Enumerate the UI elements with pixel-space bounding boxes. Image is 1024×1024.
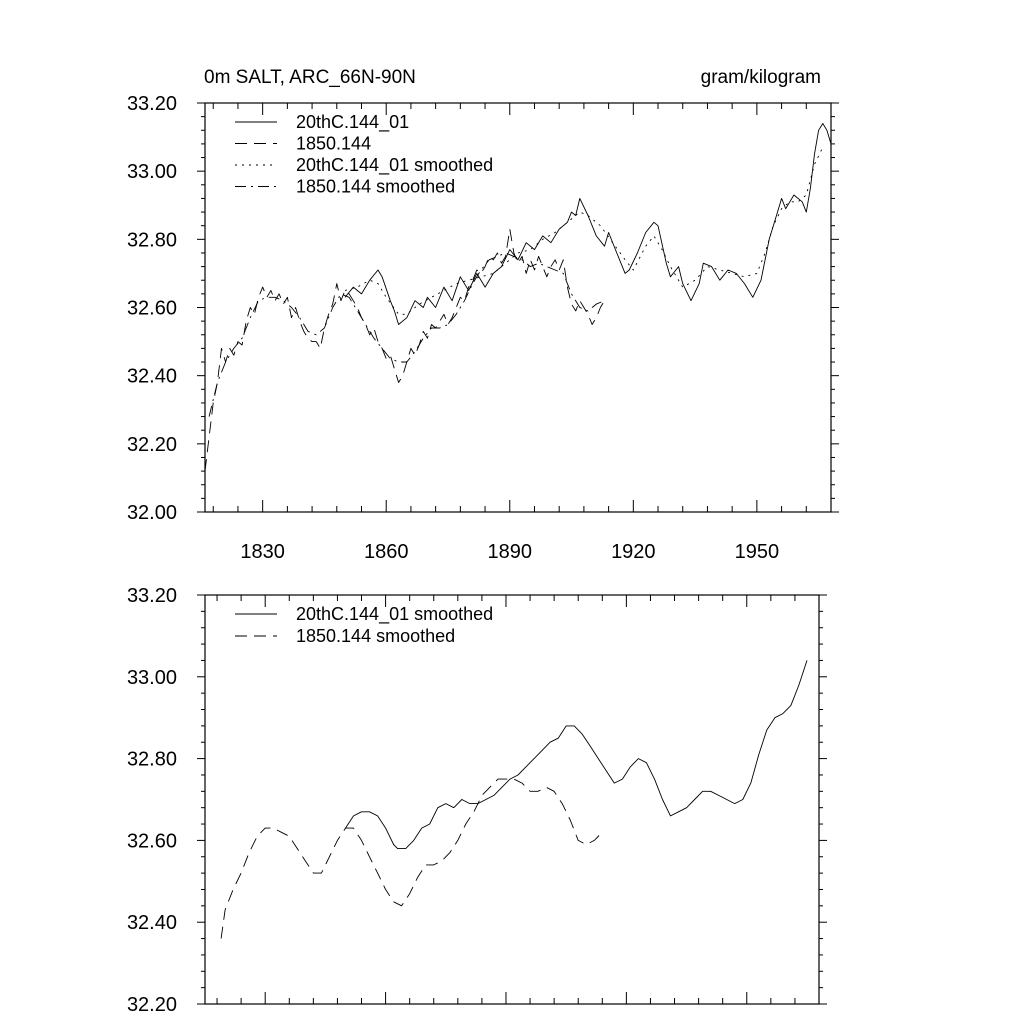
x-tick-label: 1830 — [240, 541, 285, 563]
y-tick-label: 33.00 — [127, 161, 177, 183]
top-panel-title: 0m SALT, ARC_66N-90N — [204, 67, 416, 88]
top-panel-series — [204, 123, 832, 472]
x-tick-label: 1890 — [488, 541, 533, 563]
y-tick-label: 32.20 — [127, 434, 177, 456]
bottom-panel-axes: 32.20 32.40 32.60 32.80 33.00 33.20 — [127, 585, 827, 1016]
top-panel-frame — [204, 102, 832, 513]
top-panel-units: gram/kilogram — [701, 67, 821, 88]
x-tick-label: 1920 — [611, 541, 656, 563]
bottom-panel-series — [220, 660, 808, 939]
y-tick-label: 32.80 — [127, 229, 177, 251]
y-tick-label: 32.80 — [127, 749, 177, 771]
y-tick-label: 33.20 — [127, 585, 177, 607]
legend-label: 20thC.144_01 smoothed — [296, 155, 493, 176]
y-tick-label: 33.20 — [127, 93, 177, 115]
y-tick-label: 32.60 — [127, 298, 177, 320]
bottom-panel: 32.20 32.40 32.60 32.80 33.00 33.20 20thC.144… — [127, 585, 827, 1016]
x-tick-label: 1860 — [364, 541, 409, 563]
y-tick-label: 32.40 — [127, 366, 177, 388]
top-panel-axes: 1830 1860 1890 1920 1950 32.00 32.20 32.40 32.60… — [127, 93, 839, 563]
top-panel: 0m SALT, ARC_66N-90N gram/kilogram 1830 1… — [127, 67, 839, 563]
legend-label: 1850.144 smoothed — [296, 177, 455, 197]
y-tick-label: 32.40 — [127, 912, 177, 934]
series-line-1850-144-smoothed — [208, 252, 605, 417]
series-line-20thc-144-01-smoothed — [345, 660, 808, 850]
bottom-panel-frame — [204, 594, 820, 1005]
x-tick-label: 1950 — [735, 541, 780, 563]
legend-label: 20thC.144_01 — [296, 112, 409, 133]
legend-label: 1850.144 smoothed — [296, 626, 455, 646]
series-line-20thc-144-01 — [344, 123, 832, 325]
y-tick-label: 32.60 — [127, 830, 177, 852]
series-line-1850-144-smoothed — [220, 778, 603, 939]
y-tick-label: 33.00 — [127, 667, 177, 689]
y-tick-label: 32.00 — [127, 502, 177, 524]
series-line-1850-144 — [204, 228, 605, 472]
legend-label: 20thC.144_01 smoothed — [296, 604, 493, 625]
legend-label: 1850.144 — [296, 134, 371, 154]
y-tick-label: 32.20 — [127, 994, 177, 1016]
